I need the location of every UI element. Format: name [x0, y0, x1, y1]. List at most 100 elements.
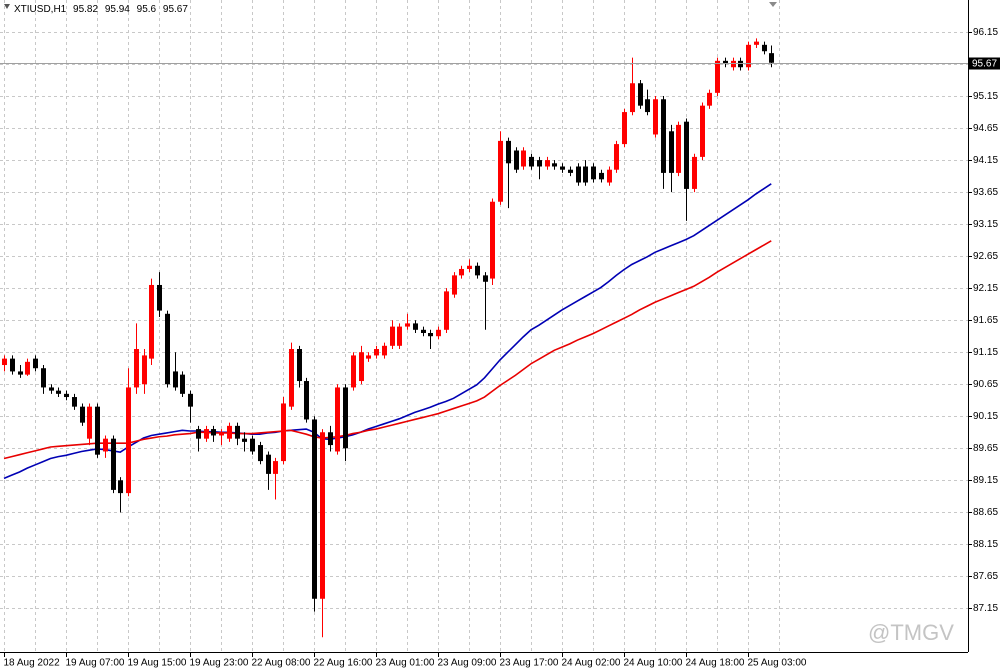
candle-body	[599, 172, 604, 180]
price-label-bg	[969, 57, 1000, 70]
candle-body	[103, 438, 108, 452]
candle-body	[211, 429, 216, 436]
candle-body	[374, 349, 379, 356]
candle-body	[452, 275, 457, 295]
candle-body	[529, 156, 534, 167]
candle-body	[428, 333, 433, 337]
candle-body	[521, 150, 526, 167]
candle-body	[118, 480, 123, 494]
candle-body	[591, 166, 596, 180]
candle-body	[390, 326, 395, 346]
candle-body	[552, 163, 557, 167]
x-tick-label: 22 Aug 08:00	[252, 658, 311, 669]
candle-body	[343, 387, 348, 449]
y-tick-label: 94.65	[973, 123, 998, 134]
candle-body	[111, 438, 116, 490]
candle-body	[188, 393, 193, 407]
candle-body	[467, 265, 472, 269]
y-tick-label: 92.15	[973, 283, 998, 294]
candle-body	[204, 429, 209, 439]
y-tick-label: 87.65	[973, 571, 998, 582]
candle-body	[142, 355, 147, 385]
candle-body	[444, 291, 449, 330]
candle-body	[328, 432, 333, 446]
y-tick-label: 90.15	[973, 411, 998, 422]
candle-body	[258, 445, 263, 462]
candle-body	[320, 432, 325, 599]
x-tick-label: 19 Aug 23:00	[190, 658, 249, 669]
candle-body	[33, 358, 38, 369]
x-tick-label: 18 Aug 2022	[4, 658, 61, 669]
header: XTIUSD,H1 95.82 95.94 95.6 95.67	[14, 4, 188, 15]
candle-body	[235, 425, 240, 439]
x-tick-label: 22 Aug 16:00	[314, 658, 373, 669]
candle-body	[72, 397, 77, 407]
candle-body	[312, 419, 317, 599]
candle-body	[18, 371, 23, 375]
candle-body	[421, 329, 426, 334]
y-tick-label: 96.15	[973, 27, 998, 38]
candle-body	[490, 201, 495, 279]
x-tick-label: 23 Aug 01:00	[376, 658, 435, 669]
candle-body	[56, 390, 61, 394]
candle-body	[397, 326, 402, 346]
candle-body	[351, 355, 356, 388]
x-tick-label: 24 Aug 02:00	[562, 658, 621, 669]
candle-body	[134, 349, 139, 388]
header-high: 95.94	[105, 4, 130, 15]
y-tick-label: 95.15	[973, 91, 998, 102]
candle-body	[95, 406, 100, 455]
y-tick-label: 91.15	[973, 347, 998, 358]
candle-body	[266, 454, 271, 474]
candle-body	[413, 323, 418, 330]
candle-body	[684, 121, 689, 189]
candle-body	[165, 313, 170, 385]
candle-body	[669, 131, 674, 173]
candle-body	[731, 60, 736, 68]
candle-body	[583, 166, 588, 183]
candle-body	[366, 355, 371, 359]
candle-body	[607, 169, 612, 183]
symbol-icon	[4, 4, 10, 9]
candle-body	[273, 461, 278, 474]
candle-body	[645, 99, 650, 113]
candle-body	[250, 438, 255, 452]
candle-body	[80, 406, 85, 423]
candle-body	[630, 83, 635, 113]
shift-marker	[769, 2, 777, 7]
candle-body	[738, 60, 743, 68]
candle-body	[227, 425, 232, 439]
candle-body	[196, 429, 201, 439]
candle-body	[692, 156, 697, 189]
candle-body	[219, 432, 224, 436]
candle-body	[49, 387, 54, 391]
candle-body	[700, 105, 705, 157]
candle-body	[762, 44, 767, 52]
candle-body	[769, 53, 774, 63]
y-tick-label: 89.65	[973, 443, 998, 454]
y-tick-label: 88.65	[973, 507, 998, 518]
candle-body	[157, 284, 162, 311]
candle-body	[545, 160, 550, 167]
candle-body	[568, 169, 573, 173]
candle-body	[382, 345, 387, 356]
plot	[2, 38, 774, 638]
candle-body	[537, 160, 542, 167]
candle-body	[335, 387, 340, 452]
symbol: XTIUSD,H1	[14, 4, 67, 15]
moving-average	[3, 240, 772, 460]
candle-body	[676, 124, 681, 173]
candle-body	[149, 284, 154, 359]
candle-body	[475, 265, 480, 276]
candle-body	[2, 358, 7, 366]
moving-average	[3, 183, 772, 480]
candle-body	[715, 60, 720, 93]
x-tick-label: 23 Aug 17:00	[500, 658, 559, 669]
candle-body	[483, 275, 488, 282]
grid	[0, 0, 968, 652]
candle-body	[746, 44, 751, 68]
candle-body	[638, 83, 643, 106]
x-tick-label: 23 Aug 09:00	[438, 658, 497, 669]
candle-body	[436, 329, 441, 337]
